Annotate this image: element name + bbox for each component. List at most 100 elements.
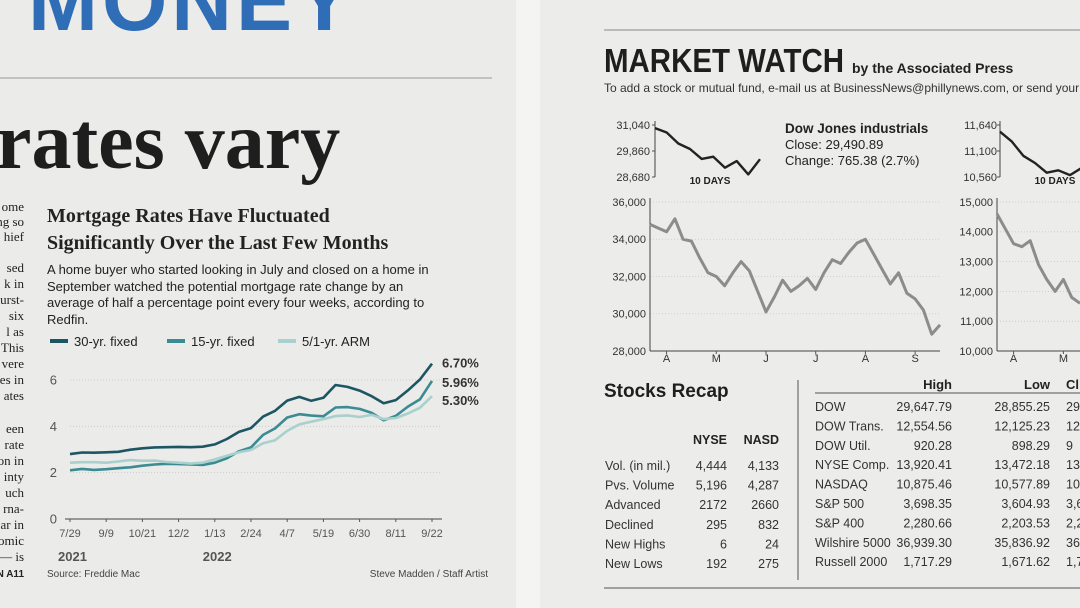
table-cell: 1,671.62 [1001,555,1050,569]
table-cell: 12,4 [1066,419,1080,433]
column-text: ates [4,388,24,403]
table-cell: 29,647.79 [896,400,952,414]
table-cell: NYSE Comp. [815,458,889,472]
table-cell: 295 [706,518,727,532]
table-cell: New Lows [605,557,663,571]
column-text: omic [0,533,24,548]
x-tick-label: 9/22 [421,528,442,540]
y-tick-label: 14,000 [959,227,993,239]
table-header: NYSE [693,433,727,447]
y-tick-label: 11,100 [964,146,997,158]
x-tick-label: 9/9 [99,528,114,540]
source: Source: Freddie Mac [47,569,140,580]
table-cell: 1,7 [1066,555,1080,569]
series-line [995,213,1080,305]
table-cell: S&P 400 [815,516,864,530]
table-cell: 920.28 [914,439,952,453]
table-cell: Wilshire 5000 [815,536,891,550]
column-text: six [9,308,25,323]
x-tick-label: 4/7 [280,528,295,540]
x-tick-label: J [813,353,819,365]
table-cell: 192 [706,557,727,571]
column-text: on in [0,453,24,468]
table-cell: 2660 [751,498,779,512]
legend-label: 15-yr. fixed [191,334,255,349]
column-text: ome [2,199,25,214]
series-line [69,362,434,456]
series-line [649,217,942,336]
column-text: sed [7,260,25,275]
table-cell: 832 [758,518,779,532]
chart-subtitle: A home buyer who started looking in July… [47,262,429,327]
y-tick-label: 28,680 [616,172,650,184]
table-cell: 10,577.89 [994,478,1050,492]
x-tick-label: 2/24 [240,528,261,540]
table-cell: DOW [815,400,846,414]
column-text: es in [0,372,24,387]
series-line [999,130,1080,177]
table-cell: 2,203.53 [1001,516,1050,530]
table-cell: 28,855.25 [994,400,1050,414]
table-cell: 3,604.93 [1001,497,1050,511]
table-cell: 13,8 [1066,458,1080,472]
dow-close: Close: 29,490.89 [785,137,883,152]
chart-note: 10 DAYS [690,176,731,187]
column-text: ng so [0,214,24,229]
right-page [540,0,1080,608]
x-tick-label: 10/21 [129,528,157,540]
table-cell: 13,920.41 [896,458,952,472]
value-label: 5.30% [442,393,479,408]
recap-title: Stocks Recap [604,381,729,402]
legend-label: 30-yr. fixed [74,334,138,349]
column-text: vere [2,356,25,371]
legend-label: 5/1-yr. ARM [302,334,370,349]
dow-name: Dow Jones industrials [785,121,928,136]
table-cell: 10,875.46 [896,478,952,492]
table-cell: Advanced [605,498,661,512]
table-cell: 2,2 [1066,516,1080,530]
column-text: This [1,340,24,355]
x-tick-label: S [911,353,918,365]
x-tick-label: M [1059,353,1068,365]
value-label: 6.70% [442,356,479,371]
headline: rates vary [0,98,340,186]
x-tick-label: 5/19 [313,528,334,540]
section-title: MARKET WATCH [604,42,844,79]
table-cell: 4,444 [696,459,727,473]
table-cell: 12,554.56 [896,419,952,433]
x-tick-label: 7/29 [59,528,80,540]
table-header: Low [1024,377,1051,392]
table-cell: 12,125.23 [994,419,1050,433]
x-tick-label: A [862,353,870,365]
y-tick-label: 15,000 [959,197,993,209]
x-tick-label: M [712,353,721,365]
column-text: rate [5,437,25,452]
table-header: Cl [1066,377,1079,392]
table-cell: 13,472.18 [994,458,1050,472]
intro: To add a stock or mutual fund, e-mail us… [604,81,1080,95]
y-tick-label: 0 [50,512,57,527]
chart-note: 10 DAYS [1035,176,1076,187]
table-cell: 2172 [699,498,727,512]
table-cell: 35,836.92 [994,536,1050,550]
x-tick-label: A [1010,353,1018,365]
table-cell: Russell 2000 [815,555,887,569]
table-cell: Declined [605,518,654,532]
credit: Steve Madden / Staff Artist [370,569,488,580]
y-tick-label: 34,000 [612,234,646,246]
column-text: hief [4,229,25,244]
y-tick-label: 32,000 [612,271,646,283]
table-cell: 29,4 [1066,400,1080,414]
y-tick-label: 11,000 [960,316,993,328]
table-cell: 36,7 [1066,536,1080,550]
x-tick-label: A [663,353,671,365]
table-cell: 6 [720,537,727,551]
value-label: 5.96% [442,375,479,390]
column-text: k in [4,276,24,291]
column-text: — is [0,549,24,564]
table-cell: 3,698.35 [903,497,952,511]
column-text: uch [5,485,24,500]
dow-change: Change: 765.38 (2.7%) [785,153,919,168]
column-text: ar in [1,517,25,532]
